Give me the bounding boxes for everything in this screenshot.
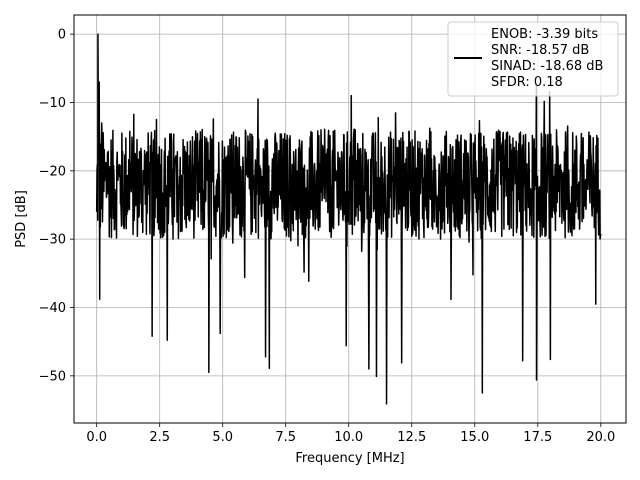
x-tick-label: 5.0 — [212, 430, 233, 445]
x-tick-label: 17.5 — [523, 430, 552, 445]
y-tick-label: −30 — [39, 233, 66, 248]
legend-box — [447, 21, 619, 97]
y-tick-label: −20 — [39, 164, 66, 179]
x-tick-label: 2.5 — [149, 430, 170, 445]
psd-series-line — [95, 33, 602, 405]
x-axis-ticks: 0.0 2.5 5.0 7.5 10.0 12.5 15.0 17.5 20.0 — [86, 423, 615, 445]
y-axis-ticks: 0 −10 −20 −30 −40 −50 — [39, 28, 74, 384]
x-axis-label: Frequency [MHz] — [295, 451, 404, 466]
axes-frame — [73, 14, 627, 424]
x-tick-label: 20.0 — [586, 430, 615, 445]
x-tick-label: 10.0 — [334, 430, 363, 445]
legend-line-enob: ENOB: -3.39 bits — [491, 27, 598, 42]
y-tick-label: −10 — [39, 96, 66, 111]
y-tick-label: −50 — [39, 369, 66, 384]
x-tick-label: 7.5 — [275, 430, 296, 445]
x-tick-label: 12.5 — [397, 430, 426, 445]
y-tick-label: 0 — [58, 28, 66, 43]
y-tick-label: −40 — [39, 301, 66, 316]
legend-line-snr: SNR: -18.57 dB — [491, 43, 589, 58]
x-tick-label: 0.0 — [86, 430, 107, 445]
legend-line-sfdr: SFDR: 0.18 — [491, 75, 563, 90]
y-axis-label: PSD [dB] — [14, 190, 29, 248]
legend: ENOB: -3.39 bits SNR: -18.57 dB SINAD: -… — [447, 21, 619, 97]
plot-area — [95, 33, 602, 405]
legend-line-sinad: SINAD: -18.68 dB — [491, 59, 603, 74]
x-tick-label: 15.0 — [460, 430, 489, 445]
